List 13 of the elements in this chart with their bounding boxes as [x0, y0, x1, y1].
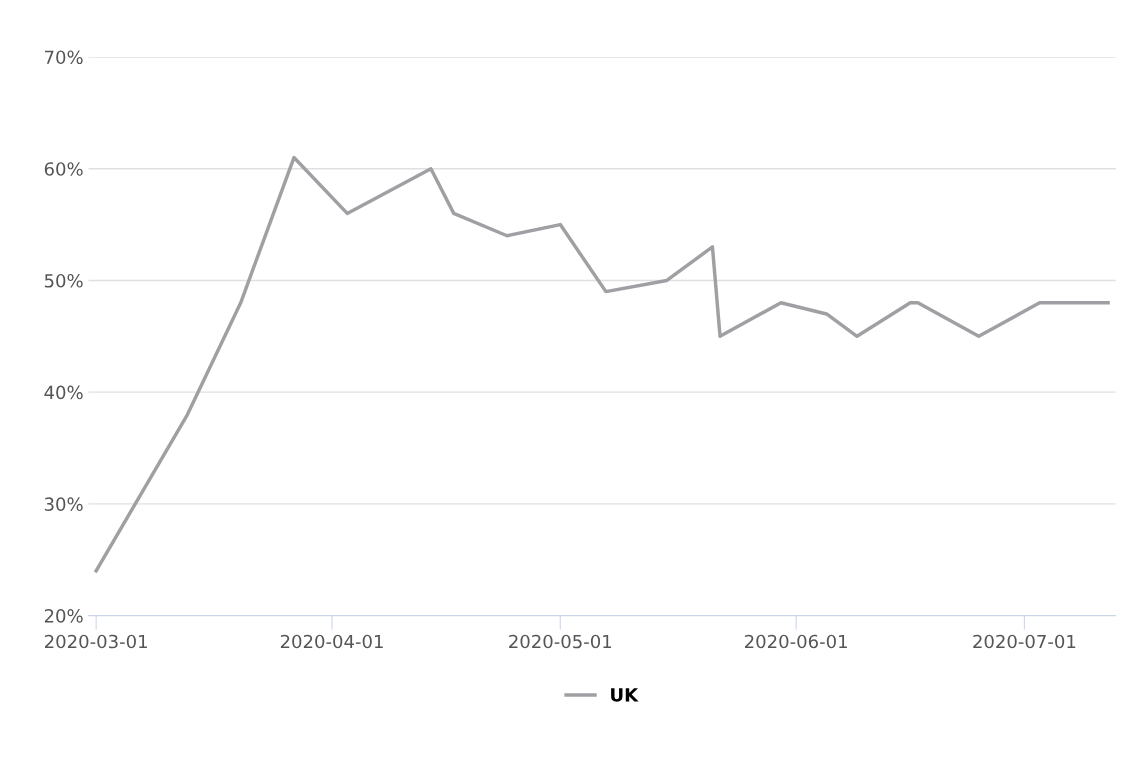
- x-tick-label: 2020-07-01: [973, 634, 1076, 649]
- line-series: [94, 155, 1110, 573]
- y-tick-label: 70%: [45, 50, 83, 65]
- legend-label: UK: [611, 688, 639, 702]
- y-tick-label: 60%: [44, 162, 83, 176]
- y-tick-label: 20%: [44, 609, 83, 623]
- y-tick-label: 30%: [44, 497, 83, 511]
- x-tick-label: 2020-05-01: [509, 634, 612, 649]
- y-tick-label: 50%: [44, 273, 83, 288]
- x-tick-label: 2020-06-01: [745, 634, 847, 649]
- x-tick-label: 2020-04-01: [280, 634, 383, 649]
- x-tick-label: 2020-03-01: [45, 634, 147, 649]
- y-tick-label: 40%: [44, 385, 83, 400]
